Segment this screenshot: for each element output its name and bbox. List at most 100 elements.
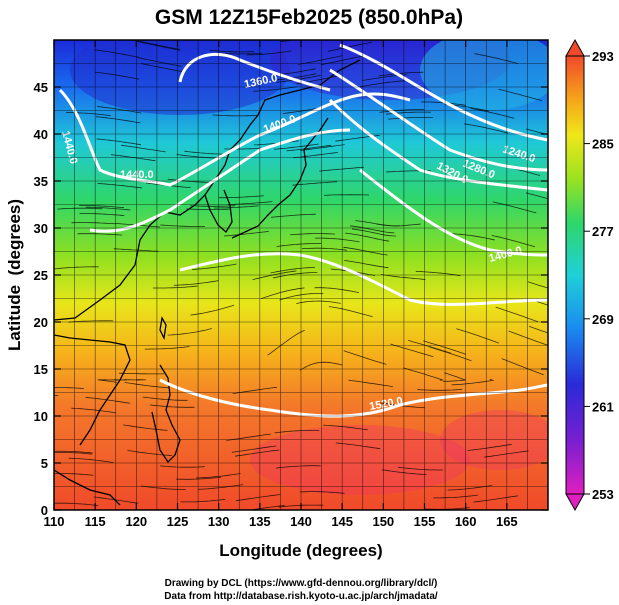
streamline [234, 449, 280, 457]
streamline [351, 228, 397, 237]
streamline [491, 235, 536, 248]
coastline-japan [231, 117, 329, 239]
y-tick-label: 15 [34, 362, 48, 377]
streamline [71, 222, 117, 225]
streamline [96, 106, 142, 114]
streamline [85, 397, 130, 404]
map-grid [54, 40, 548, 510]
streamline [192, 263, 237, 270]
streamline [335, 442, 381, 450]
streamline [450, 233, 495, 241]
x-tick-label: 140 [290, 514, 312, 529]
streamline [142, 396, 188, 401]
streamline [492, 201, 537, 214]
streamline [54, 502, 99, 506]
streamline [508, 330, 548, 346]
streamline [270, 267, 315, 274]
streamline [292, 181, 338, 186]
y-tick-label: 30 [34, 221, 48, 236]
streamline [360, 80, 405, 88]
streamline [54, 452, 93, 455]
streamline [343, 350, 387, 365]
colorbar-min-arrow [565, 493, 585, 512]
streamline [274, 143, 319, 150]
streamline [428, 346, 472, 362]
streamline [54, 473, 94, 476]
streamline [378, 71, 424, 77]
streamline [527, 281, 548, 289]
streamline [302, 247, 347, 251]
colorbar: 293 285 277 269 261 253 [565, 38, 614, 512]
streamline [223, 231, 269, 237]
streamline [85, 206, 131, 211]
y-axis: 0 5 10 15 20 25 30 35 40 45 [34, 80, 548, 518]
x-tick-label: 145 [331, 514, 353, 529]
streamline [119, 372, 164, 375]
streamline [296, 300, 341, 304]
streamline [97, 183, 143, 189]
streamline [534, 300, 548, 306]
streamline [212, 114, 258, 117]
streamline [388, 117, 434, 120]
streamline [473, 495, 518, 503]
streamline [209, 49, 255, 53]
x-axis-title: Longitude (degrees) [219, 541, 382, 560]
y-tick-label: 10 [34, 409, 48, 424]
streamline [57, 207, 103, 210]
streamline [141, 485, 186, 490]
streamline [71, 407, 116, 414]
streamline [149, 404, 195, 408]
footer-credit-drawing: Drawing by DCL (https://www.gfd-dennou.o… [165, 578, 438, 589]
streamline [94, 71, 140, 80]
footer-credit-data: Data from http://database.rish.kyoto-u.a… [164, 591, 438, 602]
contour-1280 [329, 68, 548, 172]
y-tick-label: 0 [41, 503, 48, 518]
y-tick-label: 45 [34, 80, 48, 95]
colorbar-tick-label: 285 [592, 137, 614, 152]
streamline [213, 205, 259, 209]
figure-title: GSM 12Z15Feb2025 (850.0hPa) [155, 6, 463, 29]
streamline [423, 340, 467, 355]
streamline [484, 450, 529, 458]
contour-1400-east [359, 168, 548, 257]
streamline [300, 144, 345, 151]
cold-pocket-northwest [70, 40, 290, 115]
colorbar-tick-label: 293 [592, 49, 614, 64]
streamline [152, 285, 198, 289]
streamline [398, 466, 443, 471]
streamline [68, 320, 114, 323]
streamline [271, 213, 316, 218]
streamline [54, 395, 59, 396]
streamline [348, 379, 393, 387]
contour-1320 [328, 98, 548, 192]
contour-1240 [339, 43, 548, 142]
streamline [276, 74, 321, 83]
streamline [253, 86, 298, 92]
y-axis-title: Latitude (degrees) [5, 199, 24, 351]
height-contours [58, 43, 548, 418]
warm-pocket-southeast [440, 410, 548, 470]
y-tick-label: 5 [41, 456, 48, 471]
streamline [137, 57, 182, 67]
streamline [451, 378, 495, 386]
streamline [276, 243, 322, 247]
warm-pocket-south [250, 425, 470, 495]
y-tick-label: 40 [34, 127, 48, 142]
streamline [180, 499, 226, 503]
x-tick-label: 120 [125, 514, 147, 529]
streamline [198, 484, 243, 490]
streamline [324, 194, 370, 196]
streamline [260, 287, 305, 299]
x-tick-label: 135 [249, 514, 271, 529]
streamline [136, 41, 181, 51]
coastline-borneo [54, 469, 121, 506]
streamline [160, 465, 205, 468]
streamline [299, 491, 345, 494]
streamline [68, 457, 114, 463]
streamline [167, 178, 213, 183]
streamline [424, 507, 470, 510]
streamline [299, 361, 343, 371]
streamline [79, 213, 125, 216]
contour-label-1440: 1440.0 [120, 169, 154, 181]
